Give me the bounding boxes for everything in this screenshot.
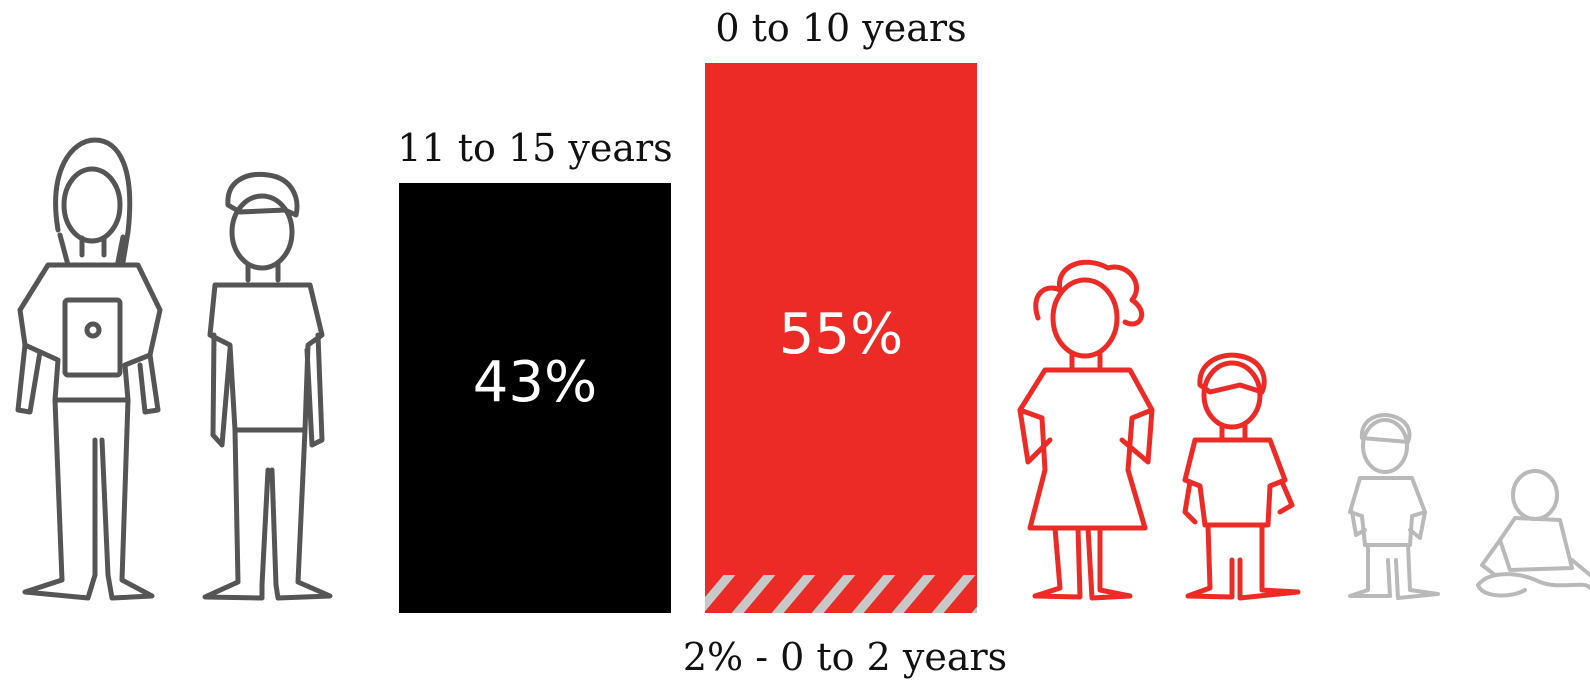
teens-illustration-group bbox=[15, 137, 333, 601]
segment-label-0-to-2-years: 2% - 0 to 2 years bbox=[683, 635, 1007, 679]
children-illustration-group bbox=[1017, 259, 1301, 601]
teen-boy-icon bbox=[202, 171, 333, 601]
category-label-11-to-15-years: 11 to 15 years bbox=[397, 126, 672, 170]
bar-0-to-10-years bbox=[705, 63, 977, 613]
teen-girl-with-tablet-icon bbox=[15, 137, 163, 601]
toddler-icon bbox=[1348, 413, 1440, 600]
bar-11-to-15-years bbox=[399, 183, 671, 613]
baby-icon bbox=[1476, 469, 1590, 598]
boy-icon bbox=[1182, 352, 1301, 601]
girl-icon bbox=[1017, 259, 1155, 601]
bars-group bbox=[399, 63, 977, 613]
segment-hatched-0-to-2-years bbox=[705, 575, 977, 613]
infants-illustration-group bbox=[1348, 413, 1590, 600]
value-label-55-percent: 55% bbox=[779, 302, 903, 367]
value-label-43-percent: 43% bbox=[473, 350, 597, 415]
category-label-0-to-10-years: 0 to 10 years bbox=[715, 6, 966, 50]
